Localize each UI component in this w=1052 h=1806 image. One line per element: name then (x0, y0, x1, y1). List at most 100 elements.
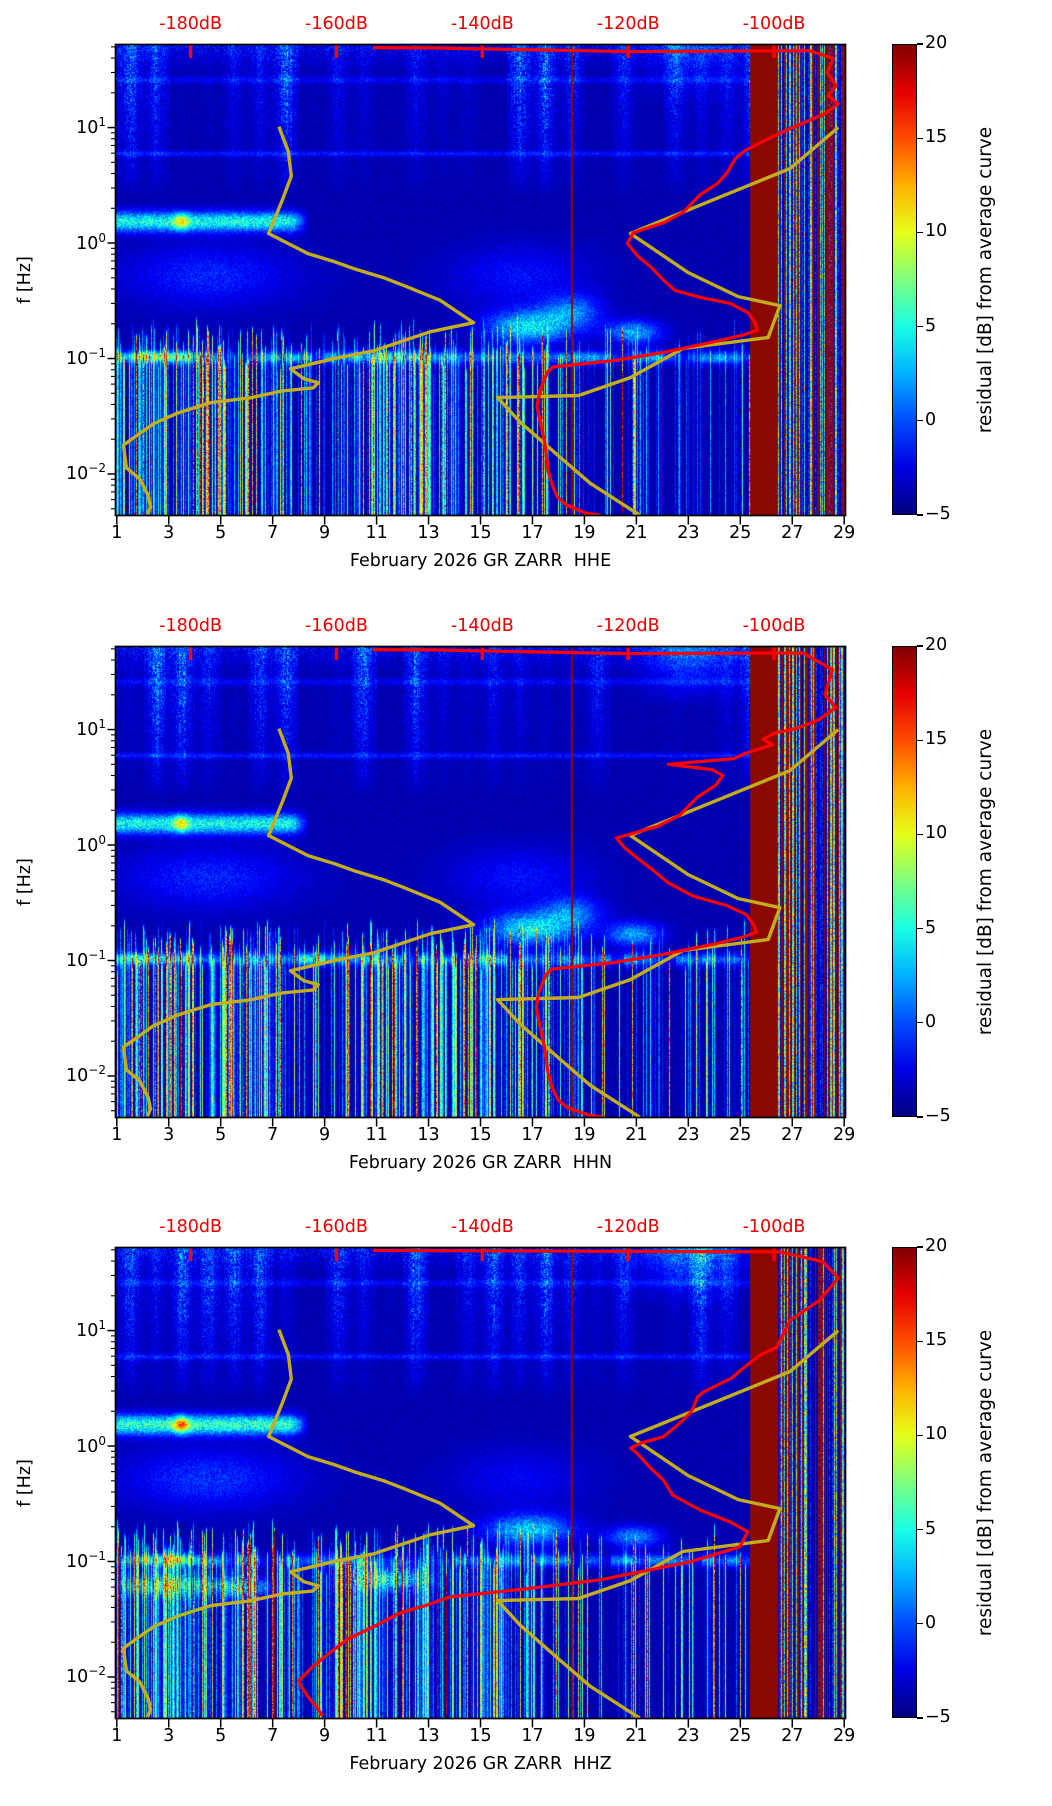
colorbar-label: residual [dB] from average curve (975, 728, 996, 1035)
x-tick-label: 27 (781, 523, 804, 543)
panel-xlabel-hhn: February 2026 GR ZARR HHN (348, 1153, 613, 1173)
y-tick-label: 100 (42, 1434, 106, 1457)
y-tick-base: 10 (76, 233, 99, 254)
colorbar-tick-label: 20 (925, 1236, 948, 1256)
x-tick-label: 27 (781, 1125, 804, 1145)
top-db-label: -120dB (596, 14, 660, 34)
colorbar-tick-label: 20 (925, 635, 948, 655)
y-tick-exp: −2 (88, 461, 106, 476)
x-tick-label: 3 (163, 1726, 175, 1746)
x-tick-label: 29 (833, 523, 856, 543)
colorbar-tick (916, 1623, 923, 1625)
y-tick-exp: 1 (98, 115, 106, 130)
y-tick-base: 10 (76, 719, 99, 740)
colorbar-tick-label: 0 (925, 1612, 937, 1633)
y-tick-label: 101 (42, 717, 106, 740)
x-tick-label: 11 (365, 523, 388, 543)
colorbar-tick (916, 645, 923, 647)
x-tick-label: 17 (521, 1125, 544, 1145)
colorbar-tick (916, 1528, 923, 1531)
x-tick-label: 7 (267, 1726, 279, 1746)
y-axis-label: f [Hz] (15, 857, 35, 906)
y-tick-base: 10 (66, 1066, 89, 1087)
top-db-label: -120dB (596, 616, 660, 636)
y-tick-base: 10 (76, 1436, 99, 1457)
x-tick-label: 21 (625, 1125, 648, 1145)
colorbar-tick-label: 5 (925, 917, 937, 938)
colorbar-tick-label: −5 (925, 504, 951, 524)
high-noise-model-curve (495, 1329, 840, 1719)
y-tick-label: 100 (42, 231, 106, 254)
x-tick-label: 19 (573, 523, 596, 543)
average-psd-curve (372, 648, 838, 1118)
x-tick-label: 23 (677, 1125, 700, 1145)
y-tick-base: 10 (66, 464, 89, 485)
colorbar-tick-label: 10 (925, 221, 948, 242)
y-axis-label: f [Hz] (15, 255, 35, 304)
colorbar-label: residual [dB] from average curve (975, 126, 996, 433)
spectrogram-heatmap-hhe (116, 44, 846, 516)
x-tick-label: 11 (365, 1125, 388, 1145)
y-tick-base: 10 (76, 1320, 99, 1341)
colorbar-tick (916, 739, 923, 741)
colorbar-tick (916, 43, 923, 45)
x-tick-label: 5 (215, 1125, 227, 1145)
y-tick-exp: 0 (98, 832, 106, 847)
average-psd-curve (372, 46, 840, 516)
y-tick-label: 10−1 (42, 1549, 106, 1572)
colorbar-tick-label: 0 (925, 1011, 937, 1032)
x-tick-label: 3 (163, 523, 175, 543)
y-tick-base: 10 (66, 950, 89, 971)
top-db-label: -180dB (159, 1217, 223, 1237)
y-tick-base: 10 (66, 1667, 89, 1688)
y-tick-exp: −2 (88, 1063, 106, 1078)
x-tick-label: 27 (781, 1726, 804, 1746)
colorbar-tick-label: 0 (925, 409, 937, 430)
x-tick-label: 21 (625, 1726, 648, 1746)
x-tick-label: 3 (163, 1125, 175, 1145)
spectrogram-heatmap-hhz (116, 1247, 846, 1719)
colorbar-tick (916, 1116, 923, 1118)
top-db-label: -180dB (159, 14, 223, 34)
colorbar-tick (916, 137, 923, 139)
y-tick-exp: 0 (98, 230, 106, 245)
low-noise-model-curve (121, 727, 476, 1117)
y-tick-exp: 1 (98, 717, 106, 732)
x-tick-label: 21 (625, 523, 648, 543)
x-tick-label: 19 (573, 1125, 596, 1145)
top-db-label: -100dB (742, 1217, 806, 1237)
colorbar-tick (916, 1022, 923, 1024)
y-tick-base: 10 (76, 117, 99, 138)
top-db-label: -140dB (450, 14, 514, 34)
colorbar-tick-label: 15 (925, 729, 948, 750)
colorbar-tick (916, 420, 923, 422)
colorbar-tick-label: 15 (925, 1330, 948, 1351)
x-tick-label: 5 (215, 523, 227, 543)
panel-overlay-hhe (107, 43, 847, 525)
x-tick-label: 1 (111, 1125, 123, 1145)
y-tick-exp: 0 (98, 1433, 106, 1448)
colorbar-tick-label: 15 (925, 127, 948, 148)
x-tick-label: 13 (417, 1726, 440, 1746)
x-tick-label: 5 (215, 1726, 227, 1746)
x-tick-label: 17 (521, 523, 544, 543)
colorbar-tick-label: −5 (925, 1707, 951, 1727)
y-tick-base: 10 (66, 1551, 89, 1572)
panel-overlay-hhn (107, 645, 847, 1127)
high-noise-model-curve (495, 126, 840, 516)
colorbar-tick (916, 833, 923, 836)
colorbar-tick-label: 20 (925, 33, 948, 53)
colorbar-tick (916, 1717, 923, 1719)
plot-spine (114, 645, 847, 1119)
top-db-label: -120dB (596, 1217, 660, 1237)
y-tick-label: 10−1 (42, 346, 106, 369)
high-noise-model-curve (495, 728, 840, 1118)
low-noise-model-curve (121, 125, 476, 515)
x-tick-label: 15 (469, 523, 492, 543)
x-tick-label: 9 (319, 1726, 331, 1746)
x-tick-label: 13 (417, 1125, 440, 1145)
y-axis-label: f [Hz] (15, 1458, 35, 1507)
x-tick-label: 9 (319, 1125, 331, 1145)
y-tick-base: 10 (76, 835, 99, 856)
